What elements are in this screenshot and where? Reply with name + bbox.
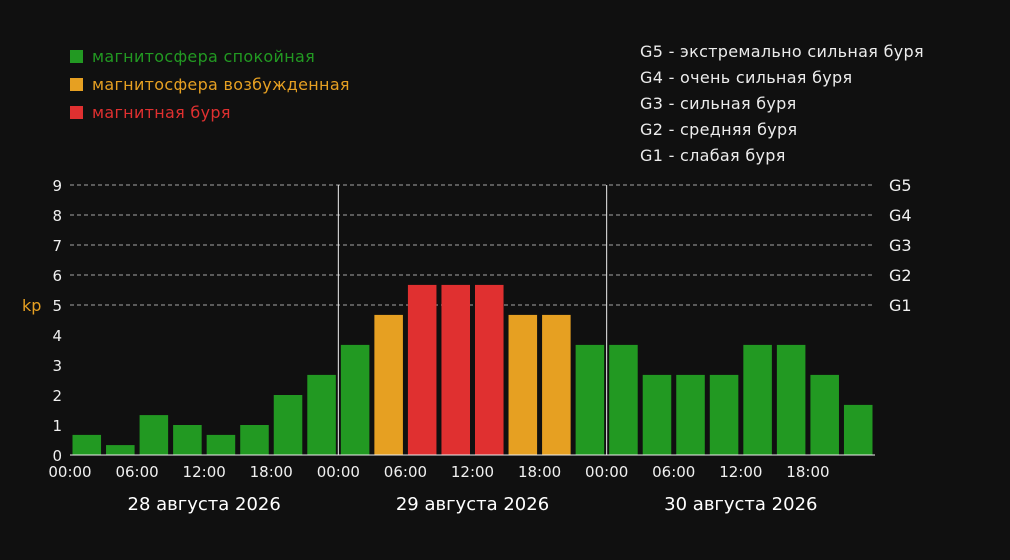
bar bbox=[542, 314, 571, 455]
legend-label-active: магнитосфера возбужденная bbox=[92, 74, 350, 94]
g-level-label-g5: G5 bbox=[889, 176, 912, 195]
g-level-label-g4: G4 bbox=[889, 206, 912, 225]
legend-item-storm: магнитная буря bbox=[70, 98, 350, 126]
day-label: 29 августа 2026 bbox=[396, 494, 549, 515]
legend-label-storm: магнитная буря bbox=[92, 102, 231, 122]
x-tick-label: 18:00 bbox=[518, 463, 561, 481]
bar bbox=[475, 284, 504, 455]
bar bbox=[139, 415, 169, 455]
bar bbox=[374, 314, 403, 455]
bar bbox=[508, 314, 538, 455]
g-level-label-g2: G2 bbox=[889, 266, 912, 285]
storm-scale-g3: G3 - сильная буря bbox=[640, 94, 797, 113]
bar bbox=[307, 374, 336, 455]
bar bbox=[407, 284, 437, 455]
x-tick-label: 12:00 bbox=[719, 463, 762, 481]
day-label: 28 августа 2026 bbox=[128, 494, 281, 515]
bar bbox=[743, 344, 772, 455]
bar bbox=[441, 284, 470, 455]
storm-scale-g4: G4 - очень сильная буря bbox=[640, 68, 853, 87]
g-level-label-g1: G1 bbox=[889, 296, 912, 315]
y-tick-label: 8 bbox=[52, 207, 62, 225]
bar bbox=[776, 344, 806, 455]
storm-scale-g2: G2 - средняя буря bbox=[640, 120, 798, 139]
y-tick-label: 1 bbox=[52, 417, 62, 435]
x-tick-label: 06:00 bbox=[384, 463, 427, 481]
bar bbox=[810, 374, 839, 455]
y-axis-label: kp bbox=[22, 296, 41, 315]
y-tick-label: 5 bbox=[52, 297, 62, 315]
legend-label-quiet: магнитосфера спокойная bbox=[92, 46, 316, 66]
bar bbox=[340, 344, 370, 455]
bar bbox=[273, 395, 303, 455]
y-tick-label: 4 bbox=[52, 327, 62, 345]
legend-item-active: магнитосфера возбужденная bbox=[70, 70, 350, 98]
bar bbox=[173, 425, 202, 455]
legend: магнитосфера спокойная магнитосфера возб… bbox=[70, 42, 350, 126]
g-level-label-g3: G3 bbox=[889, 236, 912, 255]
x-tick-label: 06:00 bbox=[652, 463, 695, 481]
y-tick-label: 6 bbox=[52, 267, 62, 285]
bar bbox=[676, 374, 705, 455]
x-tick-label: 00:00 bbox=[585, 463, 628, 481]
day-label: 30 августа 2026 bbox=[664, 494, 817, 515]
bar bbox=[642, 374, 672, 455]
y-tick-label: 3 bbox=[52, 357, 62, 375]
y-tick-label: 9 bbox=[52, 177, 62, 195]
y-tick-label: 7 bbox=[52, 237, 62, 255]
x-tick-label: 06:00 bbox=[115, 463, 158, 481]
x-tick-label: 12:00 bbox=[183, 463, 226, 481]
bar bbox=[843, 404, 873, 455]
x-tick-label: 12:00 bbox=[451, 463, 494, 481]
x-tick-label: 18:00 bbox=[786, 463, 829, 481]
legend-swatch-storm bbox=[70, 105, 83, 119]
bar bbox=[72, 434, 102, 455]
bar bbox=[106, 445, 135, 455]
bar bbox=[240, 425, 269, 455]
y-tick-label: 2 bbox=[52, 387, 62, 405]
x-tick-label: 00:00 bbox=[48, 463, 91, 481]
legend-swatch-quiet bbox=[70, 49, 83, 63]
x-tick-label: 00:00 bbox=[317, 463, 360, 481]
storm-scale-g5: G5 - экстремально сильная буря bbox=[640, 42, 924, 61]
legend-swatch-active bbox=[70, 77, 83, 91]
legend-item-quiet: магнитосфера спокойная bbox=[70, 42, 350, 70]
bar bbox=[206, 434, 236, 455]
y-tick-label: 0 bbox=[52, 447, 62, 465]
x-tick-label: 18:00 bbox=[250, 463, 293, 481]
storm-scale: G5 - экстремально сильная буря G4 - очен… bbox=[640, 41, 924, 171]
bar bbox=[575, 344, 605, 455]
bar bbox=[709, 374, 739, 455]
storm-scale-g1: G1 - слабая буря bbox=[640, 146, 786, 165]
bar bbox=[609, 344, 638, 455]
